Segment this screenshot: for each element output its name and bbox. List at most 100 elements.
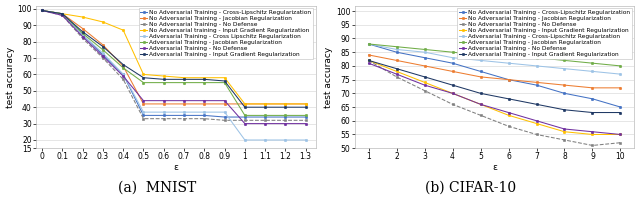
No Adversarial Training - Cross-Lipschitz Regularization xyxy=(79,34,86,36)
No Adversarial Training - Jacobian Regularization xyxy=(505,78,513,81)
No Adversarial Training - Jacobian Regularization xyxy=(302,103,310,105)
Adversarial Training - Jacobian Regularization xyxy=(505,54,513,56)
No Adversarial Training - No Defense xyxy=(160,117,168,120)
No Adversarial training - Input Gradient Regularization xyxy=(99,21,107,23)
Line: Adversarial Training - Cross-Lipschitz Regularization: Adversarial Training - Cross-Lipschitz R… xyxy=(367,43,621,75)
Adversarial Training - No Defense xyxy=(589,131,596,133)
No Adversarial Training - Input Gradient Regularization xyxy=(393,70,401,72)
No Adversarial training - Input Gradient Regularization xyxy=(221,76,228,79)
No Adversarial training - Input Gradient Regularization xyxy=(261,103,269,105)
Adversarial Training - Input Gradient Regularization xyxy=(58,13,66,15)
Line: Adversarial Training - Input Gradient Regularization: Adversarial Training - Input Gradient Re… xyxy=(367,59,621,114)
No Adversarial Training - Cross-Lipschitz Regularization xyxy=(261,116,269,118)
Adversarial Training - Jacobian Regularization xyxy=(160,81,168,84)
Adversarial Training - No Defense xyxy=(79,35,86,38)
Adversarial Training - Cross Lipschitz Regularization xyxy=(302,139,310,141)
Line: No Adversarial Training - Jacobian Regularization: No Adversarial Training - Jacobian Regul… xyxy=(41,9,307,105)
No Adversarial Training - Cross-Lipschitz Regularization xyxy=(180,114,188,117)
No Adversarial Training - No Defense xyxy=(365,59,372,62)
No Adversarial training - Input Gradient Regularization xyxy=(282,103,289,105)
Adversarial Training - Input Gradient Regularization xyxy=(140,76,147,79)
No Adversarial training - Input Gradient Regularization xyxy=(241,103,249,105)
Adversarial Training - Input Gradient Regularization xyxy=(261,106,269,108)
No Adversarial Training - Input Gradient Regularization xyxy=(365,59,372,62)
No Adversarial Training - Cross-Lipschitz Regularization xyxy=(532,84,540,86)
Line: Adversarial Training - No Defense: Adversarial Training - No Defense xyxy=(367,62,621,136)
No Adversarial Training - Input Gradient Regularization xyxy=(532,122,540,125)
Line: Adversarial Training - Jacobian Regularization: Adversarial Training - Jacobian Regulari… xyxy=(367,43,621,67)
No Adversarial Training - Jacobian Regularization xyxy=(180,103,188,105)
Adversarial Training - Input Gradient Regularization xyxy=(221,80,228,82)
No Adversarial Training - Cross-Lipschitz Regularization xyxy=(420,57,428,59)
No Adversarial Training - Cross-Lipschitz Regularization xyxy=(119,73,127,76)
No Adversarial Training - No Defense xyxy=(79,37,86,40)
Adversarial Training - Input Gradient Regularization xyxy=(180,78,188,81)
No Adversarial Training - Input Gradient Regularization xyxy=(561,131,568,133)
Adversarial Training - Jacobian Regularization xyxy=(532,57,540,59)
Adversarial Training - Cross Lipschitz Regularization xyxy=(221,111,228,113)
Y-axis label: test accuracy: test accuracy xyxy=(324,46,333,108)
Line: No Adversarial Training - Jacobian Regularization: No Adversarial Training - Jacobian Regul… xyxy=(367,54,621,89)
Line: Adversarial Training - Input Gradient Regularization: Adversarial Training - Input Gradient Re… xyxy=(41,9,307,109)
Adversarial Training - Cross Lipschitz Regularization xyxy=(99,52,107,54)
Adversarial Training - Jacobian Regularization xyxy=(140,81,147,84)
Legend: No Adversarial Training - Cross-Lipschitz Regularization, No Adversarial Trainin: No Adversarial Training - Cross-Lipschit… xyxy=(139,8,313,59)
No Adversarial Training - Jacobian Regularization xyxy=(393,59,401,62)
Adversarial Training - Cross-Lipschitz Regularization xyxy=(420,51,428,53)
X-axis label: ε: ε xyxy=(492,163,497,172)
No Adversarial Training - Jacobian Regularization xyxy=(261,103,269,105)
Text: (b) CIFAR-10: (b) CIFAR-10 xyxy=(425,181,516,195)
No Adversarial Training - Input Gradient Regularization xyxy=(420,81,428,84)
No Adversarial Training - Input Gradient Regularization xyxy=(589,133,596,136)
Adversarial Training - Input Gradient Regularization xyxy=(160,78,168,81)
Adversarial Training - Jacobian Regularization xyxy=(302,114,310,117)
No Adversarial Training - Cross-Lipschitz Regularization xyxy=(140,114,147,117)
Adversarial Training - Jacobian Regularization xyxy=(180,81,188,84)
Adversarial Training - No Defense xyxy=(532,120,540,122)
No Adversarial Training - Jacobian Regularization xyxy=(119,65,127,67)
No Adversarial Training - Cross-Lipschitz Regularization xyxy=(38,9,46,12)
No Adversarial Training - No Defense xyxy=(221,119,228,122)
No Adversarial Training - Jacobian Regularization xyxy=(200,103,208,105)
Adversarial Training - Jacobian Regularization xyxy=(561,59,568,62)
No Adversarial Training - Cross-Lipschitz Regularization xyxy=(616,106,624,108)
No Adversarial training - Input Gradient Regularization xyxy=(140,73,147,76)
Adversarial Training - Jacobian Regularization xyxy=(119,67,127,69)
Adversarial Training - Cross Lipschitz Regularization xyxy=(119,73,127,76)
Adversarial Training - No Defense xyxy=(180,99,188,102)
Adversarial Training - Cross Lipschitz Regularization xyxy=(160,111,168,113)
Adversarial Training - Cross-Lipschitz Regularization xyxy=(477,59,484,62)
No Adversarial Training - Jacobian Regularization xyxy=(449,70,456,72)
Adversarial Training - Input Gradient Regularization xyxy=(79,31,86,33)
Adversarial Training - Jacobian Regularization xyxy=(38,9,46,12)
Legend: No Adversarial Training - Cross-Lipschitz Regularization, No Adversarial Trainin: No Adversarial Training - Cross-Lipschit… xyxy=(457,8,632,59)
Adversarial Training - Input Gradient Regularization xyxy=(38,9,46,12)
Adversarial Training - No Defense xyxy=(365,62,372,64)
No Adversarial Training - No Defense xyxy=(119,78,127,81)
No Adversarial Training - No Defense xyxy=(241,119,249,122)
No Adversarial Training - No Defense xyxy=(505,125,513,127)
Adversarial Training - Jacobian Regularization xyxy=(477,54,484,56)
Adversarial Training - Input Gradient Regularization xyxy=(532,103,540,105)
Adversarial Training - No Defense xyxy=(505,111,513,114)
Adversarial Training - Cross-Lipschitz Regularization xyxy=(365,43,372,45)
Adversarial Training - Cross Lipschitz Regularization xyxy=(58,13,66,15)
Adversarial Training - No Defense xyxy=(221,99,228,102)
No Adversarial training - Input Gradient Regularization xyxy=(79,16,86,18)
No Adversarial Training - No Defense xyxy=(393,76,401,78)
No Adversarial Training - Jacobian Regularization xyxy=(589,87,596,89)
No Adversarial Training - Jacobian Regularization xyxy=(477,76,484,78)
No Adversarial Training - Jacobian Regularization xyxy=(365,54,372,56)
No Adversarial training - Input Gradient Regularization xyxy=(119,29,127,31)
No Adversarial Training - No Defense xyxy=(58,14,66,17)
Text: (a)  MNIST: (a) MNIST xyxy=(118,181,196,195)
Adversarial Training - No Defense xyxy=(241,122,249,125)
No Adversarial Training - Cross-Lipschitz Regularization xyxy=(200,114,208,117)
Adversarial Training - Jacobian Regularization xyxy=(365,43,372,45)
Adversarial Training - Cross Lipschitz Regularization xyxy=(38,9,46,12)
No Adversarial Training - No Defense xyxy=(449,103,456,105)
Adversarial Training - No Defense xyxy=(477,103,484,105)
Line: No Adversarial Training - Cross-Lipschitz Regularization: No Adversarial Training - Cross-Lipschit… xyxy=(41,9,307,118)
Line: Adversarial Training - Jacobian Regularization: Adversarial Training - Jacobian Regulari… xyxy=(41,9,307,117)
Adversarial Training - No Defense xyxy=(302,122,310,125)
